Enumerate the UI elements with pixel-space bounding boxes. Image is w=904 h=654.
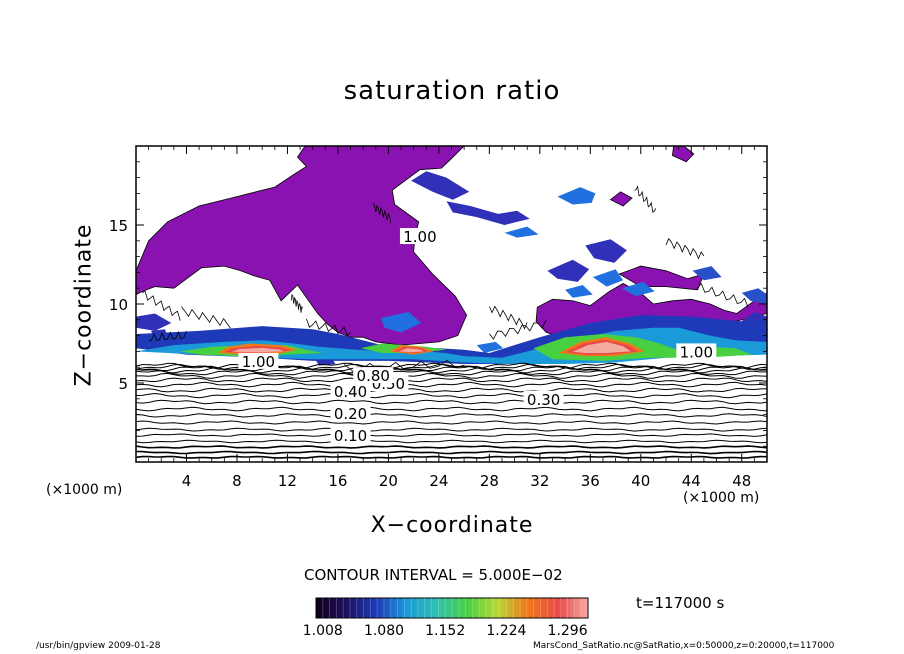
condensation-band-14: [398, 348, 424, 353]
saturation-patch-2: [446, 201, 530, 225]
x-axis-unit-left: (×1000 m): [46, 482, 123, 498]
contour-detail-10: [489, 319, 547, 340]
saturation-fill-layer: [136, 146, 767, 366]
contour-label-4: 0.40: [334, 383, 367, 401]
contour-detail-6: [665, 237, 705, 260]
x-tick-label-20: 20: [379, 472, 398, 490]
saturation-patch-16: [565, 285, 593, 298]
contour-line-9: [136, 406, 767, 412]
y-axis-label: Z−coordinate: [71, 223, 97, 387]
contour-detail-4: [489, 305, 528, 330]
x-tick-label-4: 4: [182, 472, 192, 490]
contour-line-3: [136, 445, 767, 449]
x-tick-label-8: 8: [232, 472, 242, 490]
contour-line-7: [136, 420, 767, 425]
x-tick-label-36: 36: [581, 472, 600, 490]
contour-label-6: 0.80: [357, 367, 390, 385]
condensation-band-13: [231, 347, 284, 353]
contour-label-bg-1: [330, 427, 371, 444]
contour-line-11: [136, 392, 767, 399]
contour-label-bg-9: [676, 343, 717, 360]
contour-detail-1: [142, 290, 181, 321]
x-axis-label: X−coordinate: [370, 513, 534, 538]
contour-line-8: [136, 413, 767, 418]
contour-label-bg-3: [523, 390, 564, 407]
contour-line-2: [136, 450, 767, 455]
contour-line-16: [136, 370, 767, 376]
colorbar-tick-label-2: 1.080: [364, 623, 404, 639]
contour-label-7: 1.00: [242, 353, 275, 371]
colorbar-tick-label-3: 1.152: [425, 623, 465, 639]
contour-detail-12: [290, 293, 303, 313]
saturation-patch-8: [692, 266, 722, 281]
contour-label-layer: 0.100.200.300.40 0.500.801.001.001.00: [238, 228, 717, 445]
contour-line-13: [136, 381, 767, 388]
colorbar-bar: [315, 597, 589, 619]
contour-label-bg-8: [399, 228, 440, 245]
x-tick-label-44: 44: [682, 472, 701, 490]
x-tick-label-48: 48: [732, 472, 751, 490]
footer-source: MarsCond_SatRatio.nc@SatRatio,x=0:50000,…: [533, 641, 835, 651]
x-tick-label-28: 28: [480, 472, 499, 490]
contour-detail-11: [148, 330, 187, 342]
contour-label-bg-2: [330, 405, 371, 422]
saturation-patch-6: [592, 269, 624, 287]
y-tick-label-15: 15: [109, 217, 128, 235]
condensation-band-15: [572, 341, 631, 353]
contour-line-14: [136, 377, 767, 383]
contour-line-6: [136, 427, 767, 432]
saturation-patch-13: [476, 341, 504, 353]
colorbar-tick-label-5: 1.296: [548, 623, 588, 639]
contour-label-3: 0.30: [527, 391, 560, 409]
footer-program: /usr/bin/gpview 2009-01-28: [36, 641, 161, 651]
supersaturated-region-4: [671, 146, 695, 163]
y-tick-label-10: 10: [109, 296, 128, 314]
x-tick-label-24: 24: [429, 472, 448, 490]
contour-interval-label: CONTOUR INTERVAL = 5.000E−02: [304, 566, 563, 584]
x-tick-label-40: 40: [631, 472, 650, 490]
saturation-patch-17: [504, 226, 539, 238]
x-tick-label-16: 16: [328, 472, 347, 490]
saturation-patch-1: [411, 171, 470, 200]
time-label: t=117000 s: [636, 594, 725, 612]
colorbar: 1.008 1.080 1.152 1.224 1.296: [303, 597, 589, 639]
contour-label-bg-6: [353, 367, 394, 384]
x-axis-unit-right: (×1000 m): [683, 490, 760, 506]
saturation-patch-4: [585, 239, 627, 263]
saturation-patch-7: [621, 281, 655, 297]
contour-line-5: [136, 433, 767, 437]
contour-label-9: 1.00: [680, 343, 713, 361]
supersaturated-region-1: [136, 146, 468, 346]
saturation-patch-11: [136, 313, 172, 331]
contour-label-8: 1.00: [403, 228, 436, 246]
y-axis-ticks: 5 10 15: [109, 161, 767, 447]
saturation-patch-5: [547, 259, 590, 282]
contour-detail-2: [181, 306, 231, 329]
x-tick-label-32: 32: [530, 472, 549, 490]
contour-label-1: 0.10: [334, 427, 367, 445]
contour-label-bg-4: [330, 382, 371, 399]
colorbar-tick-label-4: 1.224: [486, 623, 526, 639]
saturation-patch-15: [380, 311, 422, 333]
contour-label-2: 0.20: [334, 405, 367, 423]
contour-line-15: [136, 372, 767, 379]
y-tick-label-5: 5: [118, 375, 128, 393]
contour-detail-7: [697, 282, 749, 308]
contour-line-12: [136, 387, 767, 393]
colorbar-tick-label-1: 1.008: [303, 623, 343, 639]
contour-line-10: [136, 399, 767, 405]
contour-line-1: [136, 455, 767, 459]
x-tick-label-12: 12: [278, 472, 297, 490]
saturation-patch-9: [741, 288, 767, 304]
chart-title: saturation ratio: [343, 76, 561, 106]
supersaturated-region-5: [609, 191, 633, 207]
contour-detail-5: [634, 185, 657, 214]
contour-line-4: [136, 439, 767, 444]
saturation-patch-3: [557, 187, 596, 205]
contour-detail-3: [306, 318, 351, 337]
x-axis-ticks: 4 8 12 16 20 24 28 32 36 40 44 48: [148, 146, 755, 490]
contour-label-bg-7: [238, 352, 279, 369]
contour-detail-8: [372, 202, 392, 223]
